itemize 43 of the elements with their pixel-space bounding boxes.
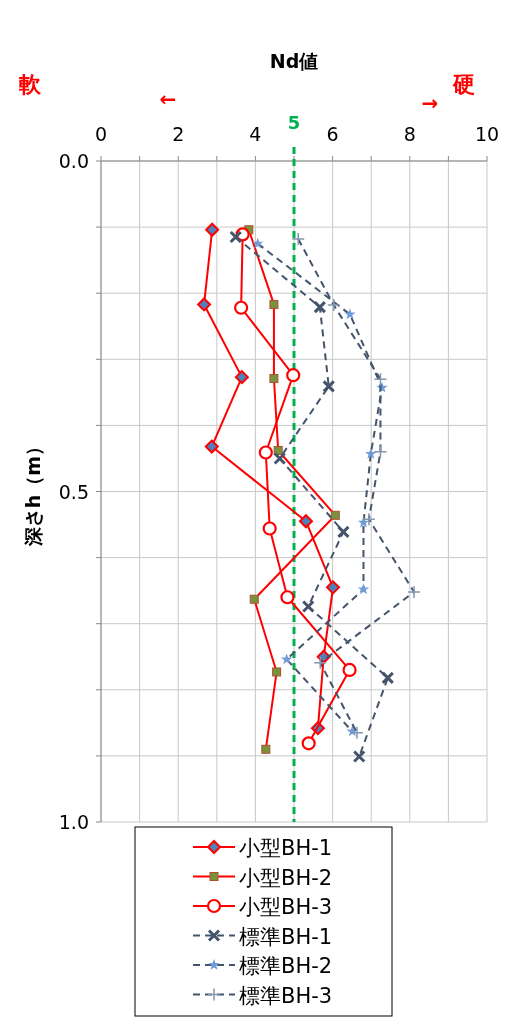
legend-label: 標準BH-3 bbox=[239, 983, 333, 1008]
point bbox=[352, 750, 366, 764]
point bbox=[204, 439, 219, 454]
x-tick-label: 10 bbox=[474, 123, 500, 145]
legend-label: 標準BH-1 bbox=[239, 924, 333, 949]
x-tick-label: 4 bbox=[249, 123, 262, 145]
point bbox=[322, 379, 336, 393]
point bbox=[325, 580, 340, 595]
y-tick-label: 0.0 bbox=[58, 150, 89, 172]
text: ← bbox=[159, 87, 177, 111]
point bbox=[205, 222, 220, 237]
point bbox=[313, 300, 327, 314]
point bbox=[298, 514, 313, 529]
y-tick-label: 0.5 bbox=[58, 480, 89, 503]
point bbox=[273, 451, 287, 465]
point bbox=[234, 370, 249, 385]
point bbox=[301, 600, 315, 614]
y-tick-label: 1.0 bbox=[58, 811, 89, 833]
ref-line-label: 5 bbox=[287, 112, 301, 133]
point bbox=[301, 736, 316, 751]
point bbox=[229, 230, 243, 244]
point bbox=[258, 445, 273, 460]
text: → bbox=[421, 91, 439, 115]
legend-label: 標準BH-2 bbox=[239, 954, 333, 978]
point bbox=[286, 368, 301, 383]
x-tick-label: 0 bbox=[94, 123, 108, 145]
point bbox=[197, 297, 212, 312]
text: 硬 bbox=[452, 72, 475, 97]
x-tick-label: 6 bbox=[326, 123, 339, 145]
x-tick-label: 2 bbox=[172, 123, 185, 145]
legend-label: 小型BH-1 bbox=[239, 836, 333, 860]
point bbox=[262, 521, 277, 536]
x-tick-label: 8 bbox=[403, 123, 416, 145]
point bbox=[381, 671, 395, 685]
point bbox=[336, 525, 350, 539]
legend-label: 小型BH-2 bbox=[239, 865, 333, 890]
chart-title: Nd値 bbox=[269, 50, 319, 72]
point bbox=[234, 300, 249, 315]
y-axis-title: 深さh（m） bbox=[22, 436, 44, 548]
point bbox=[342, 662, 357, 678]
legend-label: 小型BH-3 bbox=[239, 895, 333, 919]
text: 軟 bbox=[19, 72, 42, 97]
point bbox=[280, 590, 295, 605]
